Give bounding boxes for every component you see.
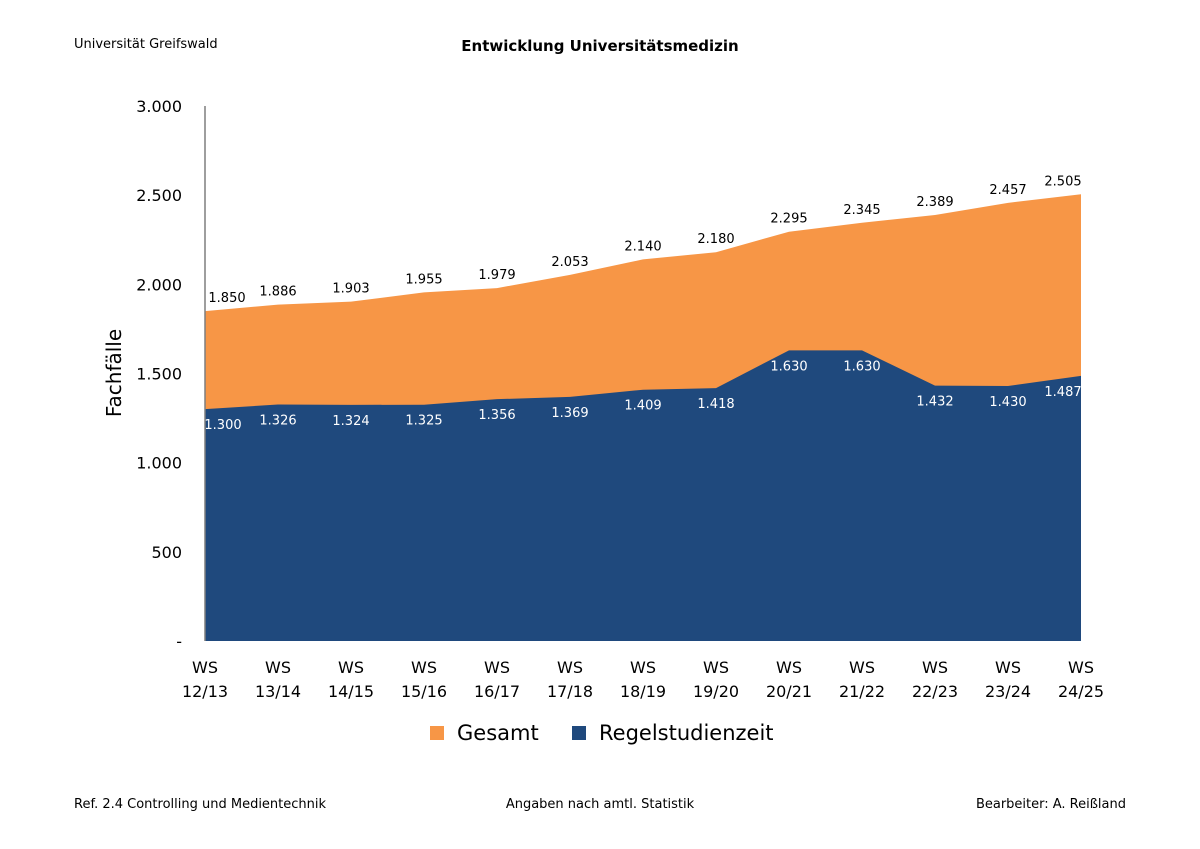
y-axis-label: Fachfälle bbox=[102, 329, 126, 417]
x-tick-label: WS 15/16 bbox=[401, 658, 447, 701]
x-tick-label: WS 20/21 bbox=[766, 658, 812, 701]
x-tick-label: WS 16/17 bbox=[474, 658, 520, 701]
y-tick-label: 2.000 bbox=[136, 275, 182, 294]
legend-label-regelstudienzeit: Regelstudienzeit bbox=[599, 721, 774, 745]
data-label-gesamt: 2.295 bbox=[770, 212, 807, 227]
x-tick-label: WS 22/23 bbox=[912, 658, 958, 701]
x-tick-label: WS 17/18 bbox=[547, 658, 593, 701]
data-label-regelstudienzeit: 1.430 bbox=[989, 395, 1026, 410]
data-label-gesamt: 1.903 bbox=[332, 282, 369, 297]
data-label-regelstudienzeit: 1.487 bbox=[1044, 385, 1081, 400]
data-label-regelstudienzeit: 1.630 bbox=[770, 359, 807, 374]
data-label-gesamt: 1.850 bbox=[208, 291, 245, 306]
data-label-gesamt: 2.180 bbox=[697, 232, 734, 247]
legend-swatch-regelstudienzeit bbox=[572, 726, 586, 740]
data-label-gesamt: 2.053 bbox=[551, 255, 588, 270]
data-label-regelstudienzeit: 1.432 bbox=[916, 395, 953, 410]
data-label-regelstudienzeit: 1.630 bbox=[843, 359, 880, 374]
data-label-gesamt: 2.457 bbox=[989, 183, 1026, 198]
data-label-regelstudienzeit: 1.369 bbox=[551, 406, 588, 421]
x-tick-label: WS 13/14 bbox=[255, 658, 301, 701]
y-tick-label: 500 bbox=[151, 543, 182, 562]
data-label-regelstudienzeit: 1.300 bbox=[204, 418, 241, 433]
y-tick-label: 1.500 bbox=[136, 365, 182, 384]
x-tick-label: WS 18/19 bbox=[620, 658, 666, 701]
data-label-gesamt: 1.979 bbox=[478, 268, 515, 283]
legend-label-gesamt: Gesamt bbox=[457, 721, 539, 745]
x-tick-label: WS 21/22 bbox=[839, 658, 885, 701]
data-label-regelstudienzeit: 1.418 bbox=[697, 397, 734, 412]
legend-swatch-gesamt bbox=[430, 726, 444, 740]
data-label-regelstudienzeit: 1.356 bbox=[478, 408, 515, 423]
y-tick-label: 1.000 bbox=[136, 454, 182, 473]
data-label-gesamt: 2.140 bbox=[624, 239, 661, 254]
x-tick-label: WS 23/24 bbox=[985, 658, 1031, 701]
y-tick-label: - bbox=[176, 632, 182, 651]
x-tick-label: WS 24/25 bbox=[1058, 658, 1104, 701]
data-label-gesamt: 1.886 bbox=[259, 285, 296, 300]
data-label-regelstudienzeit: 1.409 bbox=[624, 399, 661, 414]
series-area-regelstudienzeit bbox=[205, 350, 1081, 641]
footer-source: Angaben nach amtl. Statistik bbox=[505, 797, 695, 812]
x-tick-label: WS 12/13 bbox=[182, 658, 228, 701]
data-label-regelstudienzeit: 1.326 bbox=[259, 414, 296, 429]
data-label-gesamt: 1.955 bbox=[405, 272, 442, 287]
data-label-gesamt: 2.345 bbox=[843, 203, 880, 218]
data-label-gesamt: 2.505 bbox=[1044, 174, 1081, 189]
x-tick-label: WS 19/20 bbox=[693, 658, 739, 701]
footer-department: Ref. 2.4 Controlling und Medientechnik bbox=[74, 797, 327, 812]
y-tick-label: 2.500 bbox=[136, 186, 182, 205]
data-label-regelstudienzeit: 1.324 bbox=[332, 414, 369, 429]
chart-title: Entwicklung Universitätsmedizin bbox=[461, 37, 739, 55]
y-tick-label: 3.000 bbox=[136, 97, 182, 116]
organization-name: Universität Greifswald bbox=[74, 37, 218, 52]
footer-editor: Bearbeiter: A. Reißland bbox=[975, 797, 1126, 812]
data-label-regelstudienzeit: 1.325 bbox=[405, 414, 442, 429]
data-label-gesamt: 2.389 bbox=[916, 195, 953, 210]
x-tick-label: WS 14/15 bbox=[328, 658, 374, 701]
